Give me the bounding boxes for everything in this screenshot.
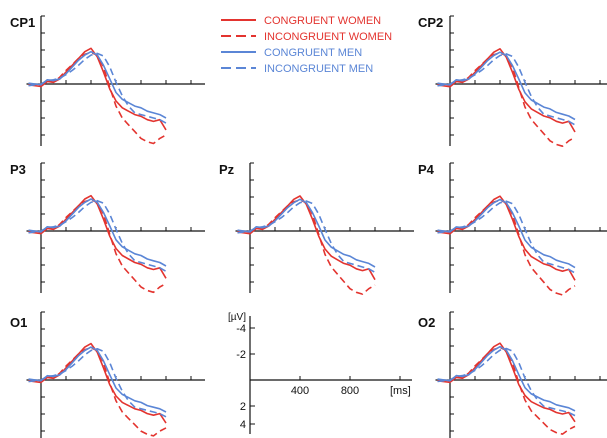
panel-label-cp1: CP1: [10, 15, 35, 30]
panel-pz-series-2: [237, 198, 376, 268]
panel-o1-series-1: [28, 347, 167, 437]
panel-label-cp2: CP2: [418, 15, 443, 30]
scale-x-unit: [ms]: [390, 385, 411, 397]
scale-ytick-label-4: 4: [240, 419, 246, 431]
panel-label-o2: O2: [418, 315, 435, 330]
panel-o2-series-0: [437, 342, 576, 423]
scale-panel: [µV] -4 -2 2 4 400 800 [ms]: [228, 312, 412, 434]
scale-xtick-label-800: 800: [341, 385, 359, 397]
panel-label-o1: O1: [10, 315, 27, 330]
scale-xtick-label-400: 400: [291, 385, 309, 397]
legend-label-incongruent-men: INCONGRUENT MEN: [264, 63, 373, 75]
panel-p3-series-1: [28, 199, 167, 294]
panel-cp1-series-3: [28, 52, 167, 124]
panel-o1-series-0: [28, 342, 167, 424]
scale-ytick-label-neg4: -4: [236, 323, 246, 335]
panel-cp1-series-2: [28, 50, 167, 119]
panel-cp2-series-1: [437, 52, 576, 147]
panel-cp1-series-1: [28, 51, 167, 145]
panel-p4-series-1: [437, 199, 576, 296]
legend: CONGRUENT WOMEN INCONGRUENT WOMEN CONGRU…: [221, 15, 392, 75]
plots-layer: [26, 15, 607, 438]
panel-pz-series-1: [237, 199, 376, 295]
panel-o2-series-3: [437, 347, 576, 417]
scale-ytick-label-neg2: -2: [236, 349, 246, 361]
panel-p4-series-0: [437, 195, 576, 281]
scale-ytick-label-2: 2: [240, 401, 246, 413]
panel-o2-series-1: [437, 346, 576, 435]
panel-cp2-series-3: [437, 53, 576, 126]
panel-p4-series-3: [437, 200, 576, 274]
legend-label-congruent-women: CONGRUENT WOMEN: [264, 15, 381, 27]
panel-p4-series-2: [437, 198, 576, 269]
panel-label-pz: Pz: [219, 162, 235, 177]
panel-pz-series-3: [237, 200, 376, 274]
panel-p3-series-0: [28, 194, 167, 279]
legend-label-congruent-men: CONGRUENT MEN: [264, 47, 362, 59]
panel-o1-series-2: [28, 346, 167, 413]
panel-p3-series-2: [28, 198, 167, 267]
panel-label-p4: P4: [418, 162, 435, 177]
panel-o2-series-2: [437, 345, 576, 412]
panel-cp2-series-0: [437, 48, 576, 133]
scale-y-unit: [µV]: [228, 312, 246, 323]
panel-p3-series-3: [28, 199, 167, 272]
panel-label-p3: P3: [10, 162, 26, 177]
panel-pz-series-0: [237, 195, 376, 281]
legend-label-incongruent-women: INCONGRUENT WOMEN: [264, 31, 392, 43]
panel-cp1-series-0: [28, 47, 167, 131]
panel-cp2-series-2: [437, 51, 576, 121]
panel-o1-series-3: [28, 348, 167, 418]
